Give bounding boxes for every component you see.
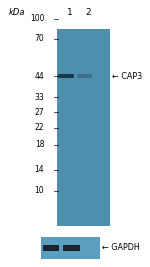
Bar	[43, 245, 59, 251]
Text: 22: 22	[35, 123, 44, 132]
Text: 18: 18	[35, 140, 44, 149]
Text: 100: 100	[30, 14, 44, 23]
Bar	[40, 237, 100, 259]
Text: kDa: kDa	[9, 7, 26, 17]
Bar	[76, 74, 92, 78]
Text: 44: 44	[34, 72, 44, 81]
Text: 70: 70	[34, 34, 44, 43]
Bar	[63, 245, 80, 251]
Bar	[57, 29, 110, 226]
Text: ← CAP3: ← CAP3	[112, 72, 142, 81]
Text: 27: 27	[35, 108, 44, 117]
Text: 14: 14	[35, 165, 44, 174]
Text: 1: 1	[67, 7, 73, 17]
Text: ← GAPDH: ← GAPDH	[102, 243, 140, 252]
Text: 33: 33	[34, 93, 44, 102]
Text: 10: 10	[35, 186, 44, 195]
Text: 2: 2	[85, 7, 91, 17]
Bar	[58, 74, 74, 78]
